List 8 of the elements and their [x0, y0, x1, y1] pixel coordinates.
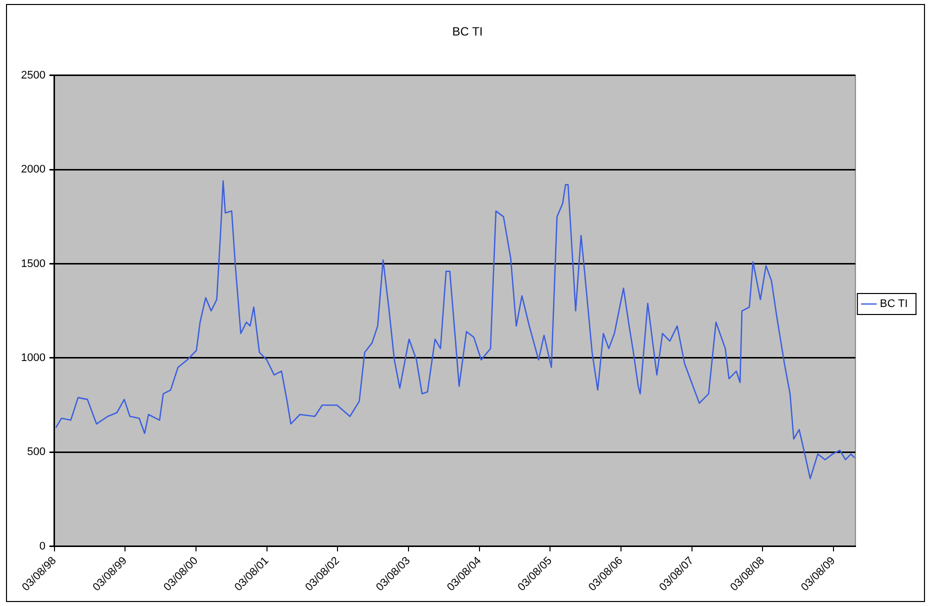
y-tick-label: 1000 — [20, 352, 46, 364]
y-tick-label: 2000 — [20, 164, 46, 176]
y-tick-label: 500 — [27, 446, 46, 458]
y-tick-label: 0 — [39, 540, 46, 552]
y-tick-label: 1500 — [20, 258, 46, 270]
chart-title: BC TI — [452, 24, 483, 39]
legend-label: BC TI — [880, 298, 908, 310]
y-tick-label: 2500 — [20, 69, 46, 82]
